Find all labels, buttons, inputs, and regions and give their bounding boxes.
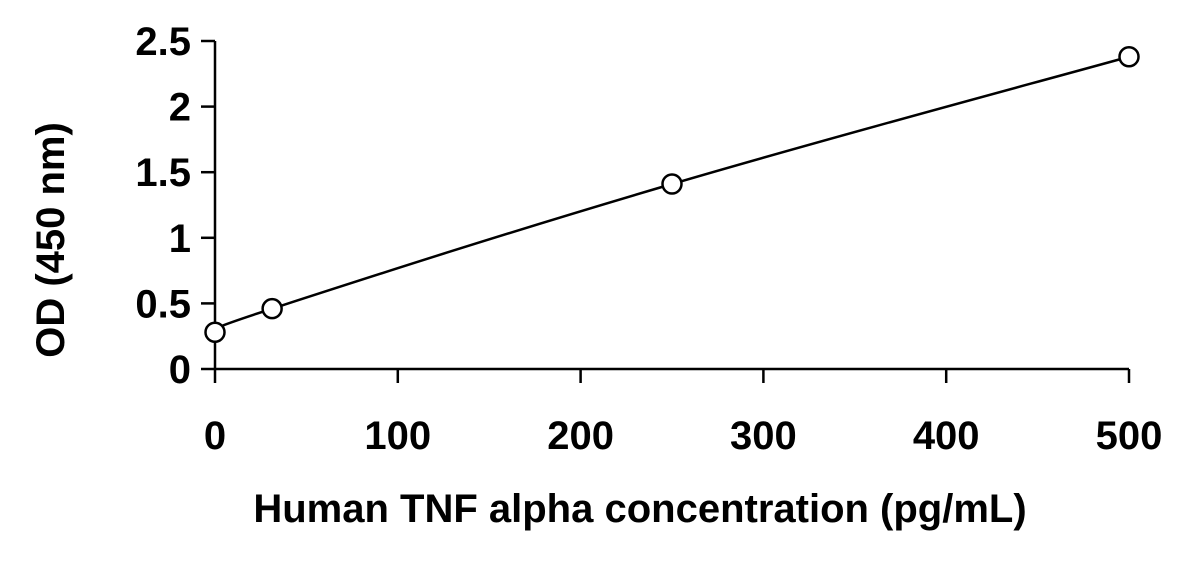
data-point-marker [204, 321, 226, 344]
series-layer [204, 45, 1140, 344]
data-point-marker [661, 173, 683, 195]
data-point-marker [261, 297, 283, 320]
x-tick-label: 0 [204, 414, 226, 458]
y-tick-label: 2 [169, 86, 191, 130]
data-point-marker [1118, 45, 1140, 68]
x-tick-label: 500 [1096, 414, 1163, 458]
x-tick-label: 100 [364, 414, 431, 458]
axes [201, 39, 1131, 383]
x-axis-title: Human TNF alpha concentration (pg/mL) [253, 487, 1026, 531]
y-tick-label: 1 [169, 217, 191, 261]
series-line [212, 55, 1130, 334]
x-tick-label: 200 [547, 414, 614, 458]
tick-labels: 0 0.5 1 1.5 2 2.5 0 100 200 300 400 500 [135, 20, 1162, 458]
x-tick-label: 300 [730, 414, 797, 458]
y-tick-label: 2.5 [135, 20, 191, 64]
y-tick-label: 0.5 [135, 282, 191, 326]
y-tick-label: 1.5 [135, 151, 191, 195]
y-tick-label: 0 [169, 348, 191, 392]
y-axis-title: OD (450 nm) [29, 122, 73, 358]
x-tick-label: 400 [913, 414, 980, 458]
